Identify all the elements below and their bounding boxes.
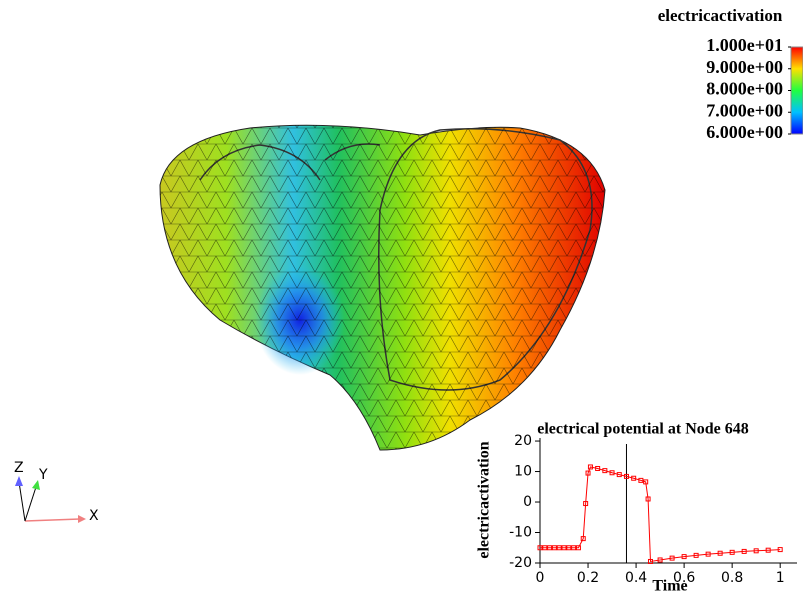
colorbar-tick-label: 6.000e+00 — [706, 122, 783, 142]
data-point — [616, 472, 622, 478]
data-point — [556, 545, 562, 551]
z-arrow-head — [15, 476, 23, 486]
data-point — [647, 558, 653, 564]
data-point — [580, 536, 586, 542]
data-point — [571, 545, 577, 551]
data-point — [705, 551, 711, 557]
y-label: Y — [38, 467, 48, 483]
data-point — [753, 548, 759, 554]
data-point — [631, 475, 637, 481]
data-point — [765, 547, 771, 553]
y-axis-title: electricactivation — [476, 441, 493, 558]
data-point — [717, 550, 723, 556]
data-point — [645, 496, 651, 502]
colorbar-tick-label: 1.000e+01 — [706, 35, 783, 55]
data-point — [551, 545, 557, 551]
data-point — [561, 545, 567, 551]
y-tick-label: -10 — [509, 525, 532, 541]
y-tick-label: -20 — [509, 555, 532, 571]
data-point — [583, 501, 589, 507]
y-arrow-head — [32, 480, 40, 490]
colorbar-tick-label: 9.000e+00 — [706, 57, 783, 77]
x-tick-label: 0 — [536, 570, 545, 586]
x-tick-label: 0.8 — [721, 570, 743, 586]
data-point — [602, 468, 608, 474]
y-tick-label: 0 — [523, 494, 532, 510]
colorbar — [790, 46, 803, 135]
data-point — [537, 545, 543, 551]
data-point — [681, 554, 687, 560]
data-point — [587, 464, 593, 470]
axes-triad: X Z Y — [14, 460, 99, 524]
data-point — [609, 470, 615, 476]
data-point — [542, 545, 548, 551]
data-point — [643, 479, 649, 485]
x-tick-label: 0.4 — [625, 570, 647, 586]
data-point — [623, 473, 629, 479]
x-tick-label: 0.6 — [673, 570, 695, 586]
data-point — [547, 545, 553, 551]
x-tick-label: 0.2 — [577, 570, 599, 586]
data-point — [595, 465, 601, 471]
colorbar-tick-label: 8.000e+00 — [706, 79, 783, 99]
data-point — [669, 555, 675, 561]
colorbar-title: electricactivation — [658, 6, 783, 25]
x-tick-label: 1 — [776, 570, 785, 586]
data-point — [585, 470, 591, 476]
data-point — [693, 552, 699, 558]
heart-mesh — [159, 124, 606, 451]
data-point — [777, 547, 783, 553]
x-axis-arrow — [24, 518, 81, 522]
x-arrow-head — [78, 515, 86, 523]
z-label: Z — [14, 460, 24, 476]
y-axis-arrow — [24, 486, 37, 522]
data-point — [566, 545, 572, 551]
data-point — [575, 545, 581, 551]
data-point — [741, 548, 747, 554]
y-tick-label: 10 — [514, 464, 532, 480]
x-axis-title: Time — [652, 578, 687, 594]
data-point — [657, 557, 663, 563]
y-tick-label: 20 — [514, 433, 532, 449]
data-point — [729, 549, 735, 555]
z-axis-arrow — [18, 481, 26, 522]
colorbar-tick-label: 7.000e+00 — [706, 100, 783, 120]
data-point — [638, 477, 644, 483]
x-label: X — [89, 508, 99, 524]
chart-title: electrical potential at Node 648 — [537, 421, 749, 438]
